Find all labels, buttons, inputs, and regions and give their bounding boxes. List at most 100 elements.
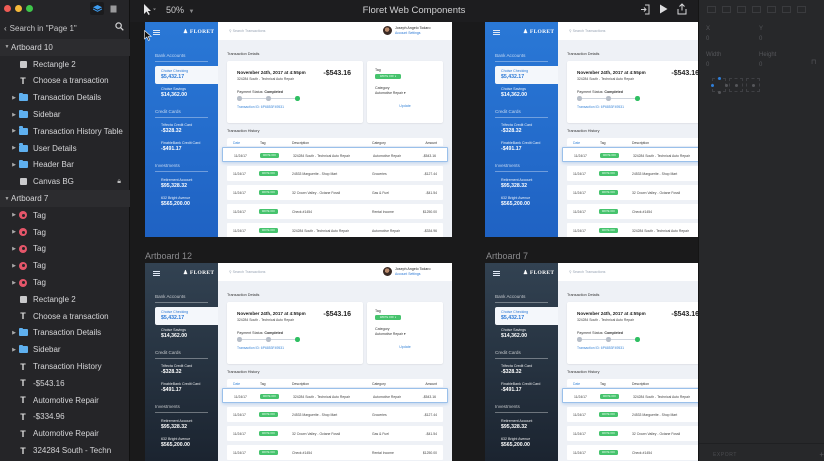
caret-right-icon[interactable]: ▶ xyxy=(12,111,16,118)
preview-button[interactable] xyxy=(659,4,668,16)
table-row[interactable]: 11/24/17 WRITE OFF 24533 Marguerite - Sh… xyxy=(227,166,443,181)
category-dropdown[interactable]: Automotive Repair ▾ xyxy=(375,91,406,95)
layer-item[interactable]: ▶ Tag xyxy=(0,274,130,291)
account-item[interactable]: Retirement Account $95,328.32 xyxy=(161,178,193,189)
layer-item[interactable]: Rectangle 2 xyxy=(0,291,130,308)
transaction-id-link[interactable]: Transaction ID: 6P6853F49531 xyxy=(577,346,624,350)
canvas[interactable]: ♟︎ FLORET Bank Accounts Choise Checking … xyxy=(130,22,698,461)
search-transactions-input[interactable]: ⚲ Search Transactions xyxy=(229,29,266,33)
hamburger-menu-icon[interactable] xyxy=(153,271,160,276)
layer-search-row[interactable]: ‹ Search in "Page 1" xyxy=(0,21,130,35)
search-icon[interactable] xyxy=(115,22,124,31)
constraint-box[interactable] xyxy=(729,78,743,92)
account-item[interactable]: Choise Savings $14,362.00 xyxy=(161,328,187,339)
hamburger-menu-icon[interactable] xyxy=(493,271,500,276)
constraint-box[interactable] xyxy=(711,77,728,94)
layer-item[interactable]: T Automotive Repair xyxy=(20,428,99,439)
account-item-selected[interactable]: Choise Checking $5,432.17 xyxy=(155,66,218,84)
table-row[interactable]: 11/24/17 WRITE OFF 324284 South - Techni… xyxy=(567,223,698,237)
layer-item[interactable]: ▶ Sidebar xyxy=(0,106,130,123)
transaction-id-link[interactable]: Transaction ID: 6P6853F49531 xyxy=(237,346,284,350)
table-row[interactable]: 11/24/17 WRITE OFF 324284 South - Techni… xyxy=(562,147,698,162)
tag-dropdown[interactable]: WRITE OFF ▾ xyxy=(375,315,401,320)
caret-right-icon[interactable]: ▶ xyxy=(12,346,16,353)
search-transactions-input[interactable]: ⚲ Search Transactions xyxy=(569,29,606,33)
height-field[interactable]: 0 xyxy=(759,62,763,68)
account-item[interactable]: FinableBank Credit Card -$491.17 xyxy=(161,141,201,152)
lock-icon[interactable]: 🔒︎ xyxy=(117,177,121,185)
layer-item[interactable]: ▶ Header Bar xyxy=(0,157,130,174)
caret-right-icon[interactable]: ▶ xyxy=(12,329,16,336)
table-row[interactable]: 11/24/17 WRITE OFF 24533 Marguerite - Sh… xyxy=(567,166,698,181)
caret-down-icon[interactable]: ▼ xyxy=(4,195,10,202)
account-item-selected[interactable]: Choise Checking $5,432.17 xyxy=(155,307,218,325)
layer-item[interactable]: ▶ Sidebar xyxy=(0,341,130,358)
caret-right-icon[interactable]: ▶ xyxy=(12,262,16,269)
layer-group-artboard-7[interactable]: ▼ Artboard 7 xyxy=(0,190,130,207)
hamburger-menu-icon[interactable] xyxy=(153,30,160,35)
mirror-button[interactable] xyxy=(640,4,650,17)
width-field[interactable]: 0 xyxy=(706,62,710,68)
update-button[interactable]: Update xyxy=(399,345,411,349)
account-item[interactable]: Retirement Account $95,328.32 xyxy=(501,419,533,430)
table-row[interactable]: 11/24/17 WRITE OFF 324284 South - Techni… xyxy=(222,147,448,162)
account-item[interactable]: Choise Savings $14,362.00 xyxy=(501,328,527,339)
table-row[interactable]: 11/24/17 WRITE OFF 32 Crown Valley - Oct… xyxy=(567,185,698,200)
table-row[interactable]: 11/24/17 WRITE OFF Check #1454 xyxy=(567,204,698,219)
account-item[interactable]: Choise Savings $14,362.00 xyxy=(161,87,187,98)
align-bottom-icon[interactable] xyxy=(782,6,791,13)
account-item-selected[interactable]: Choise Checking $5,432.17 xyxy=(495,307,558,325)
distribute-icon[interactable] xyxy=(797,6,806,13)
account-item[interactable]: FinableBank Credit Card -$491.17 xyxy=(501,382,541,393)
x-field[interactable]: 0 xyxy=(706,36,710,42)
artboard-7[interactable]: ♟︎ FLORET Bank Accounts Choise Checking $… xyxy=(485,263,698,461)
layer-item[interactable]: ▶ Tag xyxy=(0,241,130,258)
category-dropdown[interactable]: Automotive Repair ▾ xyxy=(375,332,406,336)
table-row[interactable]: 11/24/17 WRITE OFF Check #1454 Rental In… xyxy=(227,445,443,460)
account-settings-link[interactable]: Account Settings xyxy=(395,272,421,276)
constraint-box[interactable] xyxy=(746,78,760,92)
transaction-id-link[interactable]: Transaction ID: 6P6853F49531 xyxy=(577,105,624,109)
layer-item[interactable]: T -$334.96 xyxy=(20,411,65,422)
table-row[interactable]: 11/24/17 WRITE OFF 32 Crown Valley - Oct… xyxy=(567,426,698,441)
layer-item[interactable]: Canvas BG 🔒︎ xyxy=(0,173,130,190)
caret-right-icon[interactable]: ▶ xyxy=(12,229,16,236)
table-row[interactable]: 11/24/17 WRITE OFF 324284 South - Techni… xyxy=(562,388,698,403)
layer-item[interactable]: T Automotive Repair xyxy=(20,395,99,406)
search-transactions-input[interactable]: ⚲ Search Transactions xyxy=(569,270,606,274)
account-item[interactable]: Trifecta Credit Card -$328.32 xyxy=(161,364,193,375)
table-row[interactable]: 11/24/17 WRITE OFF Check #1454 Rental In… xyxy=(227,204,443,219)
layer-item[interactable]: ▶ User Details xyxy=(0,140,130,157)
artboard-top-right[interactable]: ♟︎ FLORET Bank Accounts Choise Checking $… xyxy=(485,22,698,237)
components-view-button[interactable] xyxy=(106,2,120,15)
tag-dropdown[interactable]: WRITE OFF ▾ xyxy=(375,74,401,79)
table-row[interactable]: 11/24/17 WRITE OFF 32 Crown Valley - Oct… xyxy=(227,426,443,441)
layer-item[interactable]: ▶ Tag xyxy=(0,207,130,224)
account-item[interactable]: 632 Bright Avenue $565,200.00 xyxy=(501,437,531,448)
select-tool-button[interactable] xyxy=(143,4,157,17)
chevron-left-icon[interactable]: ‹ xyxy=(4,23,7,33)
table-row[interactable]: 11/24/17 WRITE OFF Check #1454 xyxy=(567,445,698,460)
hamburger-menu-icon[interactable] xyxy=(493,30,500,35)
add-export-icon[interactable]: + xyxy=(819,450,824,459)
layer-item[interactable]: T Choose a transaction xyxy=(20,311,109,322)
align-top-icon[interactable] xyxy=(752,6,761,13)
account-item[interactable]: Retirement Account $95,328.32 xyxy=(161,419,193,430)
account-item[interactable]: Trifecta Credit Card -$328.32 xyxy=(501,364,533,375)
align-left-icon[interactable] xyxy=(707,6,716,13)
table-row[interactable]: 11/24/17 WRITE OFF 324284 South - Techni… xyxy=(222,388,448,403)
align-middle-icon[interactable] xyxy=(767,6,776,13)
table-row[interactable]: 11/24/17 WRITE OFF 32 Crown Valley - Oct… xyxy=(227,185,443,200)
share-button[interactable] xyxy=(677,3,687,17)
account-item[interactable]: 632 Bright Avenue $565,200.00 xyxy=(161,437,191,448)
artboard-label[interactable]: Artboard 7 xyxy=(486,251,529,261)
account-item[interactable]: Choise Savings $14,362.00 xyxy=(501,87,527,98)
caret-right-icon[interactable]: ▶ xyxy=(12,128,16,135)
y-field[interactable]: 0 xyxy=(759,36,763,42)
avatar[interactable] xyxy=(383,26,392,35)
search-transactions-input[interactable]: ⚲ Search Transactions xyxy=(229,270,266,274)
account-item[interactable]: 632 Bright Avenue $565,200.00 xyxy=(501,196,531,207)
layer-item[interactable]: ▶ Tag xyxy=(0,224,130,241)
export-label[interactable]: EXPORT xyxy=(713,452,738,458)
layer-item[interactable]: ▶ Tag xyxy=(0,257,130,274)
